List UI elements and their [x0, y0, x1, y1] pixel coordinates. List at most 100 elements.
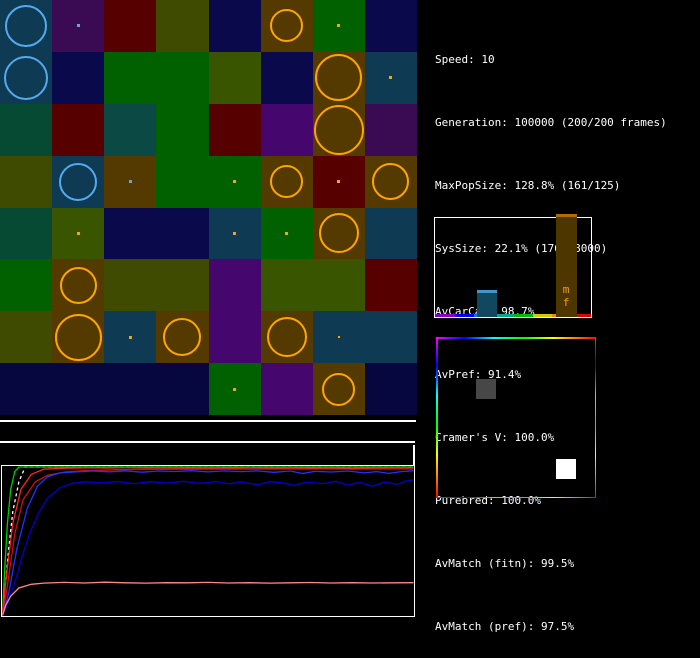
world-cell	[104, 363, 157, 415]
stat-maxpopsize: MaxPopSize: 128.8% (161/125)	[435, 179, 621, 192]
spectrum-segment	[493, 314, 513, 317]
world-cell	[208, 363, 261, 415]
world-cell	[208, 207, 261, 260]
simulation-app-window: { "stats": { "color": "#ffffff", "lines"…	[0, 0, 667, 633]
world-cell	[260, 311, 313, 364]
world-cell	[260, 155, 313, 208]
world-cell	[156, 155, 209, 208]
spectrum-segment	[532, 314, 552, 317]
world-cell	[208, 155, 261, 208]
world-cell	[104, 311, 157, 364]
world-cell	[0, 51, 53, 104]
world-cell	[156, 51, 209, 104]
orange-circle-marker	[54, 313, 102, 361]
orange-dot-marker	[337, 180, 341, 184]
orange-dot-marker	[389, 76, 393, 80]
blue-dot-marker	[128, 180, 132, 184]
orange-dot-marker	[337, 24, 341, 28]
orange-circle-marker	[266, 317, 307, 358]
orange-circle-marker	[270, 165, 304, 199]
orange-circle-marker	[59, 266, 97, 304]
orange-circle-marker	[163, 318, 202, 357]
hue-map-top-edge	[436, 337, 596, 339]
world-cell	[156, 207, 209, 260]
world-cell	[0, 103, 53, 156]
world-cell	[364, 259, 417, 312]
chart-border	[1, 465, 415, 617]
world-cell	[260, 363, 313, 415]
world-cell	[260, 51, 313, 104]
world-cell	[52, 363, 105, 415]
world-cell	[364, 0, 417, 52]
world-cell	[0, 155, 53, 208]
world-cell	[312, 259, 365, 312]
hue-map-box	[436, 337, 596, 498]
simulation-world-grid[interactable]	[0, 0, 417, 415]
stat-generation: Generation: 100000 (200/200 frames)	[435, 116, 667, 129]
orange-dot-marker	[337, 336, 340, 339]
world-cell	[364, 207, 417, 260]
world-cell	[312, 207, 365, 260]
world-cell	[0, 363, 53, 415]
hue-map-right-edge	[594, 337, 596, 498]
world-cell	[104, 259, 157, 312]
world-cell	[364, 155, 417, 208]
bright-blue-line	[1, 470, 414, 616]
world-cell	[52, 103, 105, 156]
orange-circle-marker	[315, 54, 363, 102]
world-cell	[52, 259, 105, 312]
blue-dot-marker	[76, 24, 80, 28]
spectrum-segment	[454, 314, 474, 317]
green-line	[1, 466, 414, 616]
orange-circle-marker	[270, 9, 304, 43]
world-cell	[260, 207, 313, 260]
dark-red-line	[1, 468, 414, 616]
white-dashed-line	[1, 466, 414, 616]
orange-circle-marker	[322, 372, 356, 406]
world-cell	[0, 0, 53, 52]
stat-avpref: AvPref: 91.4%	[435, 368, 522, 381]
world-cell	[104, 103, 157, 156]
white-marker-square	[556, 459, 576, 479]
orange-circle-marker	[313, 104, 364, 155]
separator-line	[0, 420, 416, 422]
world-cell	[104, 51, 157, 104]
stat-speed: Speed: 10	[435, 53, 495, 66]
world-cell	[260, 103, 313, 156]
male-female-bar: m f	[556, 214, 577, 317]
world-cell	[52, 207, 105, 260]
world-cell	[312, 363, 365, 415]
stat-cramers-v: Cramer's V: 100.0%	[435, 431, 555, 444]
orange-circle-marker	[372, 163, 410, 201]
bar-cap	[477, 290, 497, 293]
orange-circle-marker	[318, 213, 359, 254]
world-cell	[364, 311, 417, 364]
world-cell	[208, 259, 261, 312]
world-cell	[312, 155, 365, 208]
population-bar-chart: m f	[434, 214, 592, 318]
frame-progress-thumb[interactable]	[413, 445, 415, 465]
orange-dot-marker	[233, 387, 237, 391]
world-cell	[0, 207, 53, 260]
world-cell	[52, 0, 105, 52]
world-cell	[364, 363, 417, 415]
stat-avmatch-fitn: AvMatch (fitn): 99.5%	[435, 557, 575, 570]
stat-avmatch-pref: AvMatch (pref): 97.5%	[435, 620, 575, 633]
world-cell	[208, 103, 261, 156]
frame-progress-track[interactable]	[0, 441, 415, 443]
world-cell	[312, 0, 365, 52]
world-cell	[52, 51, 105, 104]
history-plot-area	[1, 465, 415, 617]
hue-map-left-edge	[436, 337, 438, 498]
world-cell	[312, 103, 365, 156]
bar-cap	[556, 214, 577, 217]
spectrum-segment	[435, 314, 455, 317]
orange-dot-marker	[128, 335, 132, 339]
world-cell	[364, 103, 417, 156]
world-cell	[260, 0, 313, 52]
dark-blue-line	[1, 479, 414, 616]
world-cell	[52, 311, 105, 364]
blue-circle-marker	[59, 162, 98, 201]
salmon-line	[1, 581, 414, 616]
world-cell	[312, 51, 365, 104]
